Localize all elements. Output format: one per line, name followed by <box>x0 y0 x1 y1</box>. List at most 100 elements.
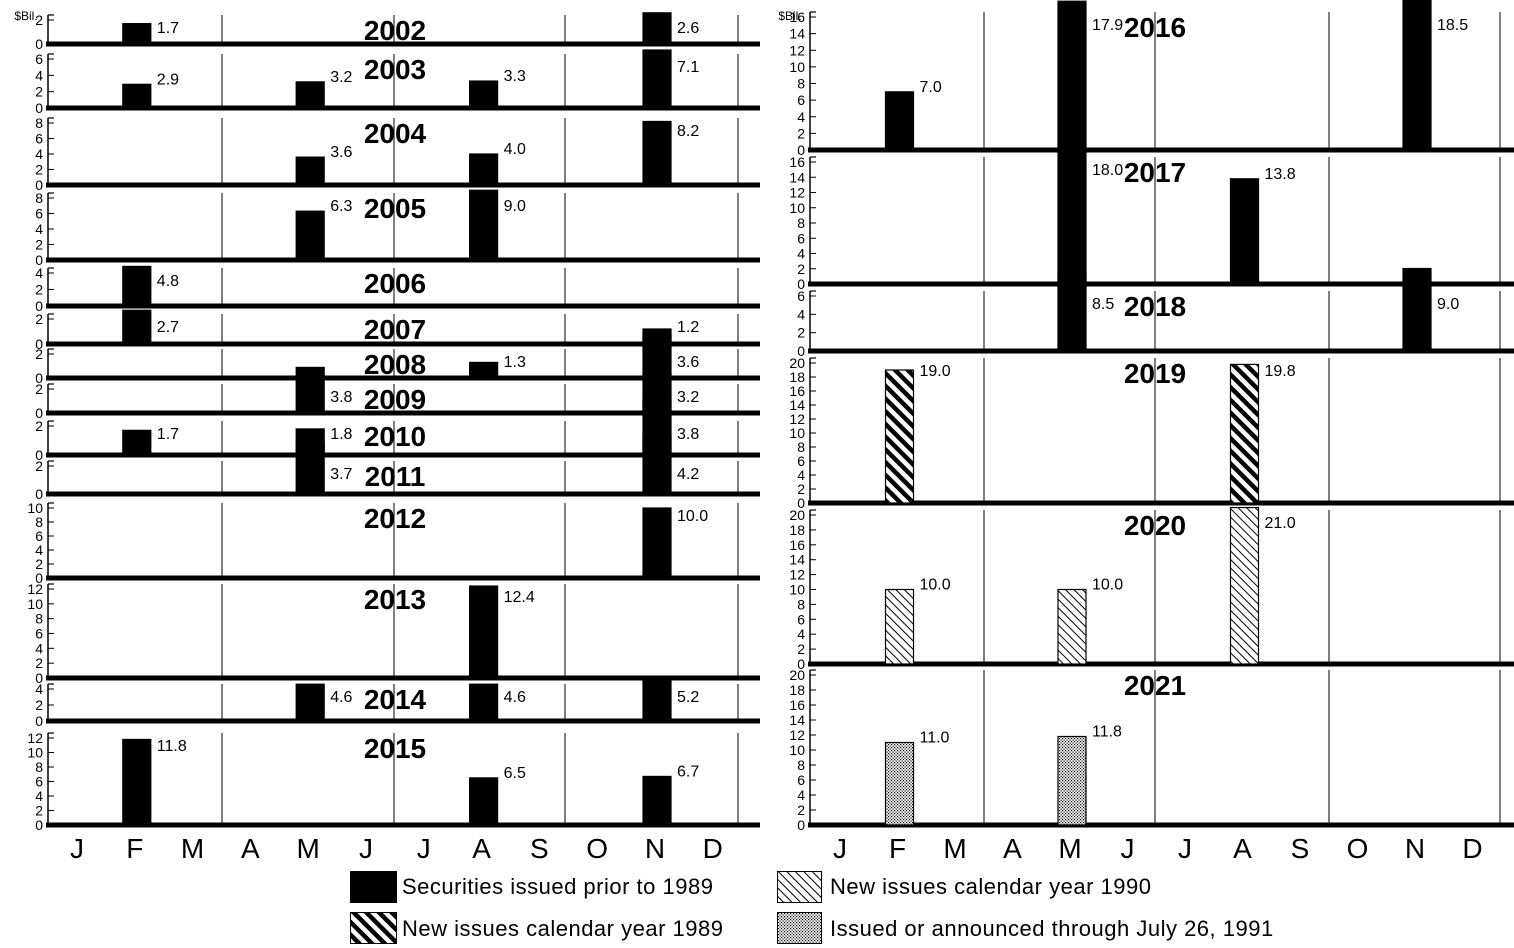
y-tick-label: 2 <box>35 803 43 819</box>
y-tick-label: 2 <box>797 325 805 341</box>
panel-title-2005: 2005 <box>364 193 426 224</box>
data-label-2020-F: 10.0 <box>920 577 951 594</box>
y-tick-label: 2 <box>35 84 43 100</box>
y-tick-label: 2 <box>797 481 805 497</box>
month-label-0-6: J <box>417 833 431 864</box>
y-tick-label: 0 <box>35 252 43 268</box>
y-tick-label: 8 <box>35 115 43 131</box>
month-label-0-3: A <box>241 833 260 864</box>
bar-2019-A2 <box>1229 363 1260 504</box>
bar-2017-M2 <box>1057 146 1087 285</box>
data-label-2002-F: 1.7 <box>157 20 179 37</box>
bar-2016-M2 <box>1057 0 1087 151</box>
data-label-2004-N: 8.2 <box>677 123 699 140</box>
data-label-2003-A2: 3.3 <box>504 68 526 85</box>
y-tick-label: 0 <box>35 36 43 52</box>
data-label-2019-A2: 19.8 <box>1265 363 1296 380</box>
month-label-0-0: J <box>70 833 84 864</box>
data-label-2003-M2: 3.2 <box>330 69 352 86</box>
y-tick-label: 8 <box>797 596 805 612</box>
month-label-1-2: M <box>943 833 966 864</box>
data-label-2021-F: 11.0 <box>920 730 950 747</box>
data-label-2014-A2: 4.6 <box>504 689 526 706</box>
y-tick-label: 0 <box>797 276 805 292</box>
data-label-2002-N: 2.6 <box>677 20 699 37</box>
bar-2008-A2 <box>469 361 499 379</box>
y-tick-label: 10 <box>27 500 43 516</box>
bar-2011-M2 <box>295 441 325 495</box>
y-tick-label: 10 <box>27 745 43 761</box>
bar-2020-M2 <box>1057 588 1087 665</box>
bar-2012-N <box>642 507 672 579</box>
y-tick-label: 20 <box>789 355 805 371</box>
y-tick-label: 2 <box>35 12 43 28</box>
y-tick-label: 0 <box>35 100 43 116</box>
month-label-1-11: D <box>1462 833 1482 864</box>
y-tick-label: 2 <box>797 261 805 277</box>
bar-2003-F <box>122 83 152 109</box>
y-tick-label: 2 <box>35 311 43 327</box>
bar-2020-F <box>884 588 915 665</box>
data-label-2004-A2: 4.0 <box>504 141 526 158</box>
y-tick-label: 12 <box>789 185 805 201</box>
panel-title-2007: 2007 <box>364 314 426 345</box>
y-tick-label: 4 <box>797 109 805 125</box>
bar-2016-F <box>884 91 915 151</box>
y-tick-label: 8 <box>797 76 805 92</box>
panel-title-2004: 2004 <box>364 118 427 149</box>
bar-2003-M2 <box>295 81 325 109</box>
y-tick-label: 6 <box>797 772 805 788</box>
y-tick-label: 6 <box>797 611 805 627</box>
data-label-2011-M2: 3.7 <box>330 466 352 483</box>
y-tick-label: 2 <box>35 655 43 671</box>
month-label-1-9: O <box>1347 833 1369 864</box>
data-label-2010-M2: 1.8 <box>330 426 352 443</box>
y-tick-label: 4 <box>35 221 43 237</box>
y-tick-label: 4 <box>797 306 805 322</box>
y-tick-label: 0 <box>35 177 43 193</box>
y-tick-label: 8 <box>35 190 43 206</box>
y-tick-label: 2 <box>797 641 805 657</box>
bar-2003-N <box>642 49 672 109</box>
legend-swatch-new1989 <box>350 912 397 944</box>
legend-label-new1989: New issues calendar year 1989 <box>402 916 724 941</box>
legend-label-new1990: New issues calendar year 1990 <box>830 874 1152 899</box>
data-label-2009-M2: 3.8 <box>330 389 352 406</box>
y-tick-label: 2 <box>35 556 43 572</box>
y-tick-label: 6 <box>35 774 43 790</box>
unit-label-right: $Bil. <box>778 9 801 23</box>
y-tick-label: 10 <box>789 742 805 758</box>
data-label-2015-F: 11.8 <box>157 738 187 755</box>
y-tick-label: 0 <box>797 343 805 359</box>
bar-2016-N <box>1402 0 1432 151</box>
y-tick-label: 14 <box>789 397 805 413</box>
y-tick-label: 6 <box>797 453 805 469</box>
y-tick-label: 10 <box>27 596 43 612</box>
panel-title-2014: 2014 <box>364 684 427 715</box>
month-label-0-2: M <box>181 833 204 864</box>
panel-title-2015: 2015 <box>364 733 426 764</box>
bar-2020-A2 <box>1229 506 1260 665</box>
y-tick-label: 14 <box>789 712 805 728</box>
data-label-2018-M2: 8.5 <box>1092 296 1114 313</box>
y-tick-label: 0 <box>35 370 43 386</box>
data-label-2003-N: 7.1 <box>677 59 699 76</box>
bar-2002-F <box>122 23 152 45</box>
y-tick-label: 4 <box>35 788 43 804</box>
y-tick-label: 2 <box>35 458 43 474</box>
bar-2014-A2 <box>469 683 499 722</box>
y-tick-label: 10 <box>789 425 805 441</box>
y-tick-label: 4 <box>35 640 43 656</box>
y-tick-label: 6 <box>797 288 805 304</box>
bar-2019-F <box>884 369 915 504</box>
data-label-2010-F: 1.7 <box>157 426 179 443</box>
y-tick-label: 16 <box>789 537 805 553</box>
bar-2021-M2 <box>1057 735 1087 826</box>
bar-2015-N <box>642 775 672 826</box>
month-label-1-8: S <box>1291 833 1310 864</box>
data-label-2008-N: 3.6 <box>677 354 699 371</box>
panel-title-2008: 2008 <box>364 349 426 380</box>
bar-2004-M2 <box>295 156 325 186</box>
data-label-2020-M2: 10.0 <box>1092 577 1123 594</box>
bar-2003-A2 <box>469 80 499 109</box>
